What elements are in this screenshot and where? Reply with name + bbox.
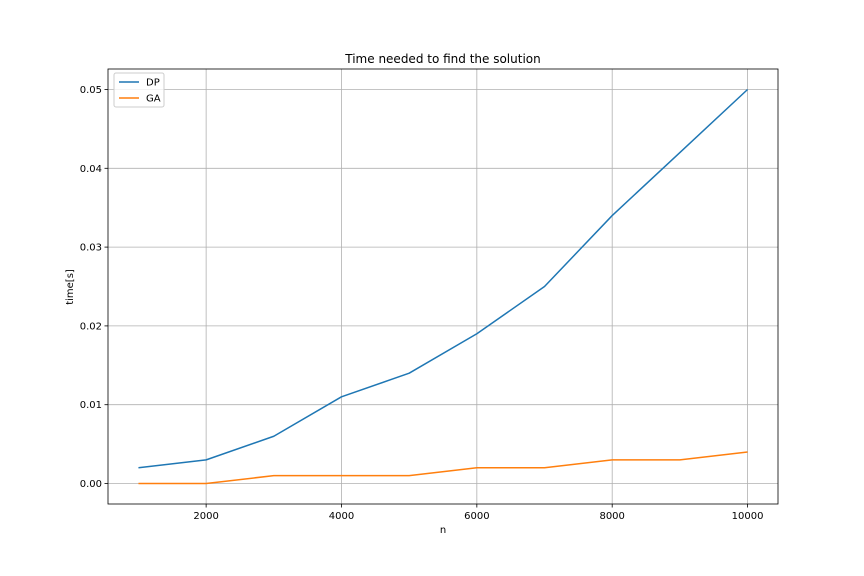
x-tick-label: 2000 [193, 511, 218, 522]
x-tick-label: 8000 [599, 511, 624, 522]
chart-title: Time needed to find the solution [344, 52, 540, 66]
x-tick-label: 6000 [464, 511, 489, 522]
y-tick-label: 0.05 [80, 85, 102, 96]
y-axis-label: time[s] [65, 269, 76, 305]
series-line-dp [138, 88, 749, 469]
legend-label-ga: GA [146, 94, 161, 105]
legend: DP GA [113, 72, 165, 108]
series-line-ga [138, 451, 748, 485]
x-axis-ticks: 2000 4000 6000 8000 10000 [193, 504, 763, 522]
series-lines [138, 88, 749, 485]
x-axis-label: n [440, 525, 446, 536]
plot-area-frame [107, 68, 779, 505]
x-tick-label: 10000 [732, 511, 764, 522]
y-tick-label: 0.04 [80, 164, 102, 175]
x-tick-label: 4000 [329, 511, 354, 522]
y-tick-label: 0.02 [80, 321, 102, 332]
legend-label-dp: DP [146, 78, 160, 89]
y-tick-label: 0.03 [80, 243, 102, 254]
y-tick-label: 0.01 [80, 400, 102, 411]
grid [108, 69, 778, 504]
y-tick-label: 0.00 [80, 479, 102, 490]
y-axis-ticks: 0.00 0.01 0.02 0.03 0.04 0.05 [80, 85, 108, 490]
